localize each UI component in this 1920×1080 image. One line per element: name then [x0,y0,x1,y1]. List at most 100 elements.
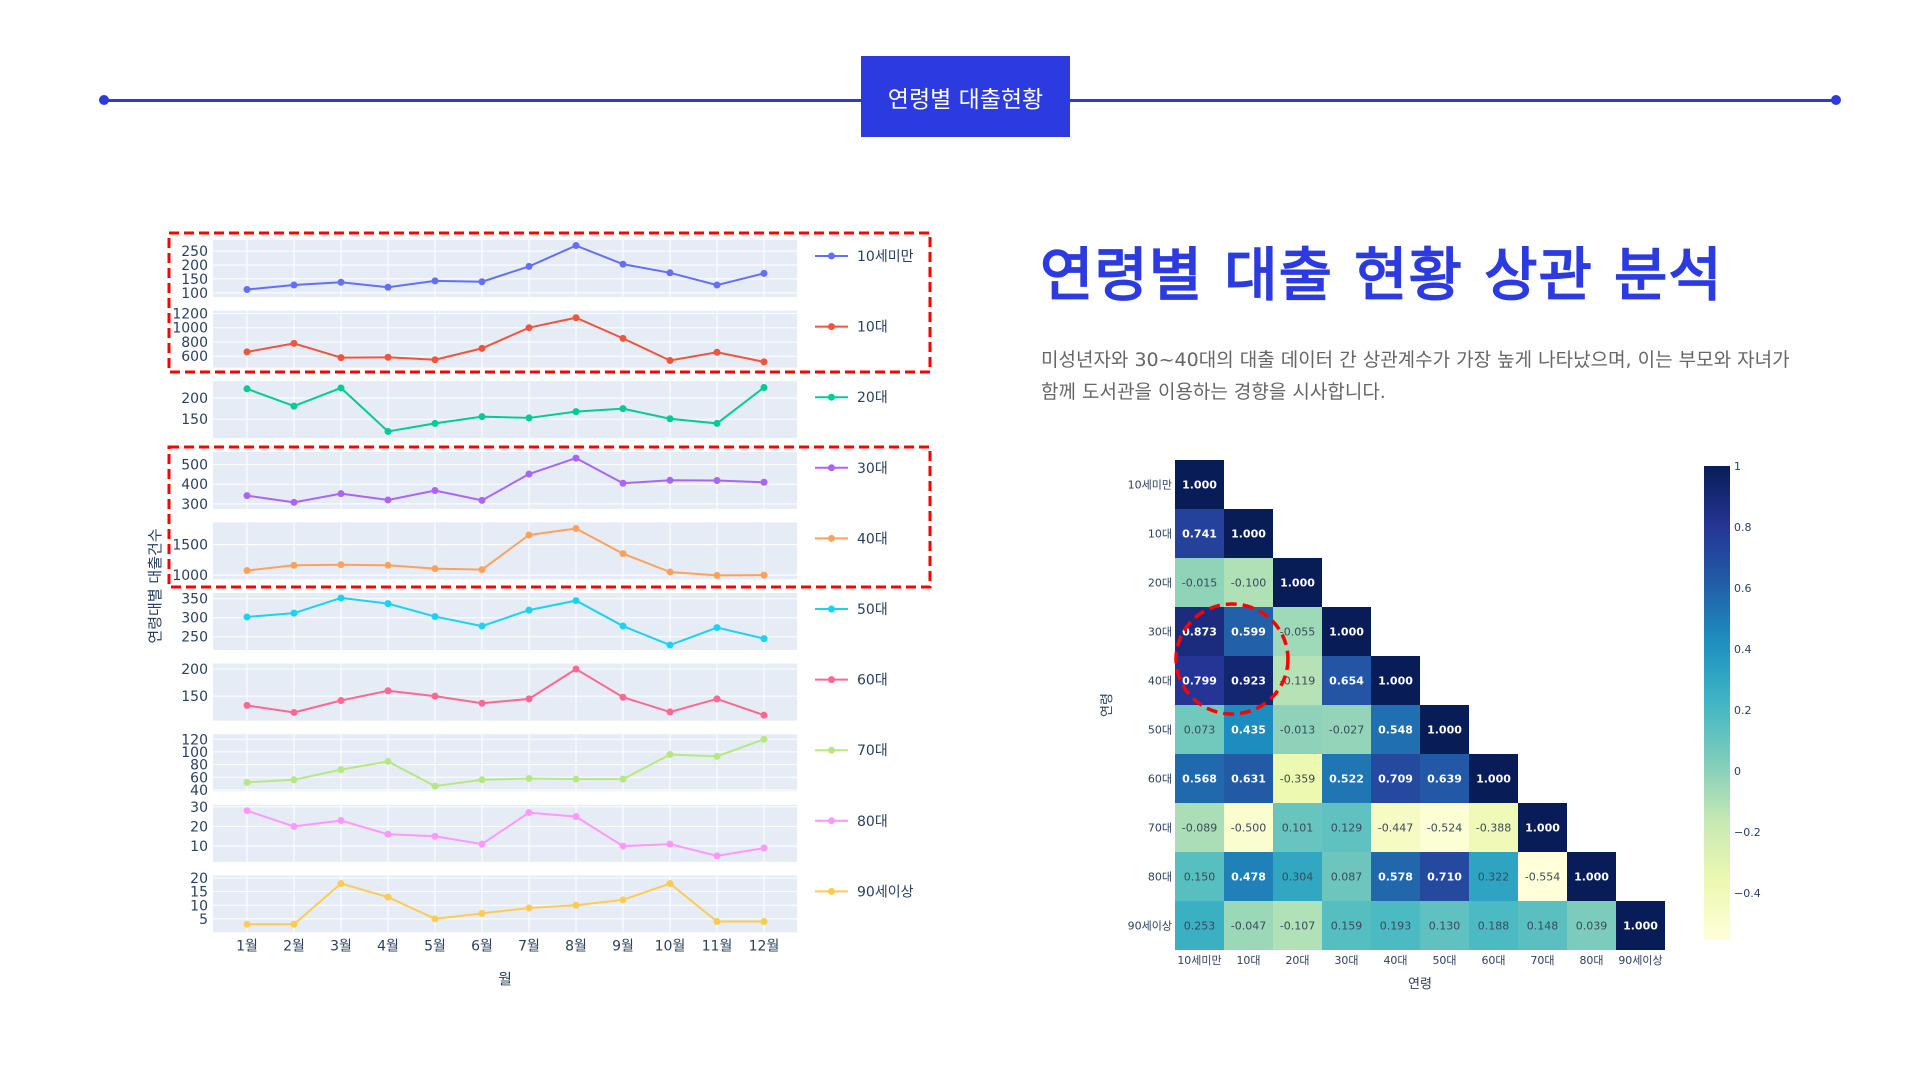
heatmap-cell [1273,852,1322,901]
heatmap-cell [1175,607,1224,656]
heatmap-cell-value: 1.000 [1476,773,1511,786]
data-point [290,339,298,347]
data-point [713,571,721,579]
colorbar-tick-label: 0 [1734,765,1741,778]
heatmap-x-tick-label: 80대 [1579,954,1603,967]
data-point [525,904,533,912]
series-line-90세이상 [247,882,764,926]
data-point [243,613,251,621]
data-point [290,402,298,410]
data-point [384,496,392,504]
x-tick-label: 3월 [330,938,352,954]
legend-label: 80대 [857,814,888,830]
heatmap-y-tick-label: 10대 [1148,528,1172,541]
data-point [760,478,768,486]
y-tick-label: 10 [190,898,208,914]
heatmap-cell [1175,754,1224,803]
heatmap-cell [1273,803,1322,852]
subplot-60대: 150 200 60대 [181,662,888,721]
data-point [431,565,439,573]
heatmap-cell-value: -0.013 [1280,724,1315,737]
y-tick-label: 1000 [172,321,208,337]
data-point [713,419,721,427]
description: 미성년자와 30~40대의 대출 데이터 간 상관계수가 가장 높게 나타났으며… [1041,344,1841,408]
heatmap-cell-value: -0.089 [1182,822,1217,835]
heatmap-cell [1224,509,1273,558]
legend-marker [828,887,835,895]
y-tick-label: 60 [190,770,208,786]
heatmap-cell [1175,509,1224,558]
data-point [525,775,533,783]
heatmap-cell-value: 0.101 [1282,822,1314,835]
colorbar-tick-label: −0.4 [1734,887,1761,900]
heatmap-cell-value: 0.923 [1231,675,1266,688]
y-tick-label: 150 [181,412,208,428]
heatmap-cell [1567,901,1616,950]
x-tick-label: 9월 [612,938,634,954]
data-point [619,405,627,413]
data-point [384,893,392,901]
data-point [290,498,298,506]
heatmap-cell [1224,901,1273,950]
heatmap-cell-value: 0.548 [1378,724,1413,737]
heatmap-cell [1371,803,1420,852]
data-point [525,470,533,478]
data-point [431,277,439,285]
subplot-background [213,875,797,933]
heatmap-cell-value: 1.000 [1427,724,1462,737]
data-point [619,334,627,342]
legend-label: 60대 [857,673,888,689]
heatmap-cell-value: -0.027 [1329,724,1364,737]
heatmap-y-tick-label: 80대 [1148,871,1172,884]
subplot-50대: 250 300 350 50대 [181,592,888,650]
heatmap-cell-value: 1.000 [1182,479,1217,492]
heatmap-cell [1224,852,1273,901]
y-tick-label: 350 [181,592,208,608]
y-tick-label: 120 [181,732,208,748]
x-axis-title: 월 [498,970,512,988]
heatmap-cell-value: 0.304 [1282,871,1314,884]
data-point [666,880,674,888]
description-line-2: 함께 도서관을 이용하는 경향을 시사합니다. [1041,381,1386,403]
legend-marker [828,323,835,331]
data-point [384,830,392,838]
x-tick-label: 7월 [518,938,540,954]
data-point [478,278,486,286]
heatmap-cell-value: -0.359 [1280,773,1315,786]
data-point [384,757,392,765]
y-tick-label: 200 [181,391,208,407]
heatmap-cell [1175,803,1224,852]
heatmap-cell-value: 1.000 [1378,675,1413,688]
y-tick-label: 250 [181,244,208,260]
data-point [337,384,345,392]
heatmap-cell-value: 0.322 [1478,871,1510,884]
data-point [525,606,533,614]
legend-label: 10대 [857,320,888,336]
legend-marker [828,534,835,542]
heatmap-cell-value: 1.000 [1623,920,1658,933]
colorbar [1704,466,1730,940]
legend-label: 70대 [857,743,888,759]
heatmap-cell [1224,558,1273,607]
data-point [478,344,486,352]
page-title: 연령별 대출 현황 상관 분석 [1040,241,1723,309]
heatmap-cell-value: -0.524 [1427,822,1462,835]
data-point [431,613,439,621]
data-point [478,413,486,421]
heatmap-x-tick-label: 10세미만 [1177,954,1221,967]
data-point [478,840,486,848]
heatmap-cell [1469,852,1518,901]
y-tick-label: 100 [181,286,208,302]
heatmap-cell-value: -0.100 [1231,577,1266,590]
series-line-70대 [246,738,765,788]
data-point [290,609,298,617]
heatmap-cell-value: 0.654 [1329,675,1364,688]
data-point [384,353,392,361]
data-point [619,260,627,268]
data-point [760,844,768,852]
heatmap-cell [1273,901,1322,950]
legend-marker [828,817,835,825]
subplot-background [213,381,797,439]
heatmap-y-tick-label: 60대 [1148,773,1172,786]
